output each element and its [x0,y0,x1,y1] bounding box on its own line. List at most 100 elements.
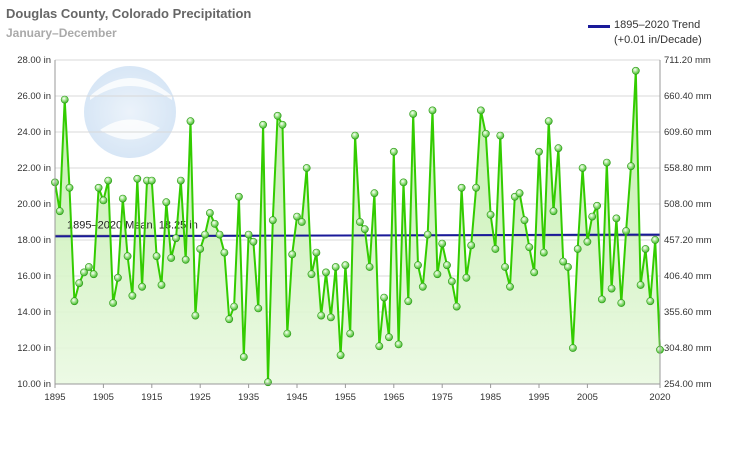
data-point[interactable] [336,351,345,360]
data-point[interactable] [447,277,456,286]
data-point[interactable] [409,110,418,118]
data-point[interactable] [220,248,229,257]
data-point[interactable] [322,268,330,277]
data-point[interactable] [622,227,630,235]
data-point[interactable] [486,210,495,219]
data-point[interactable] [506,282,514,291]
data-point[interactable] [312,248,321,257]
data-point[interactable] [438,239,447,248]
data-point[interactable] [75,279,84,288]
data-point[interactable] [394,340,403,349]
data-point[interactable] [346,329,355,338]
data-point[interactable] [133,174,142,183]
data-point[interactable] [60,95,69,104]
data-point[interactable] [225,315,234,324]
data-point[interactable] [554,144,563,153]
data-point[interactable] [452,302,461,311]
data-point[interactable] [612,214,621,223]
data-point[interactable] [515,189,524,198]
data-point[interactable] [443,261,451,270]
data-point[interactable] [244,230,253,239]
data-point[interactable] [283,329,292,338]
data-point[interactable] [341,261,350,270]
data-point[interactable] [520,216,529,225]
data-point[interactable] [472,183,480,192]
data-point[interactable] [181,255,190,264]
data-point[interactable] [428,106,437,115]
data-point[interactable] [317,311,326,320]
data-point[interactable] [418,282,427,291]
data-point[interactable] [152,252,161,261]
data-point[interactable] [355,218,364,226]
data-point[interactable] [569,344,577,352]
data-point[interactable] [351,131,359,140]
data-point[interactable] [544,117,553,126]
data-point[interactable] [399,178,408,187]
data-point[interactable] [457,183,466,192]
data-point[interactable] [462,273,471,282]
data-point[interactable] [118,194,127,203]
data-point[interactable] [167,254,176,262]
data-point[interactable] [578,164,587,172]
data-point[interactable] [85,263,93,271]
data-point[interactable] [617,299,626,307]
data-point[interactable] [385,333,393,342]
data-point[interactable] [278,120,287,129]
data-point[interactable] [70,297,79,306]
data-point[interactable] [559,257,568,266]
data-point[interactable] [602,158,611,167]
data-point[interactable] [641,245,650,253]
data-point[interactable] [627,162,635,171]
data-point[interactable] [89,270,98,279]
data-point[interactable] [307,270,316,279]
data-point[interactable] [496,131,505,140]
data-point[interactable] [476,106,485,115]
data-point[interactable] [331,263,340,271]
data-point[interactable] [230,302,238,311]
data-point[interactable] [380,293,388,302]
data-point[interactable] [302,164,311,172]
data-point[interactable] [501,263,509,271]
data-point[interactable] [138,282,146,291]
data-point[interactable] [525,243,534,252]
data-point[interactable] [375,342,384,351]
data-point[interactable] [147,176,156,185]
data-point[interactable] [404,297,413,306]
data-point[interactable] [549,207,558,216]
data-point[interactable] [370,189,379,198]
data-point[interactable] [535,147,543,156]
data-point[interactable] [598,295,606,304]
data-point[interactable] [481,129,490,138]
data-point[interactable] [583,237,592,246]
data-point[interactable] [491,245,500,253]
data-point[interactable] [293,212,301,221]
data-point[interactable] [239,353,248,361]
data-point[interactable] [433,270,442,279]
data-point[interactable] [288,250,297,259]
data-point[interactable] [176,176,185,185]
data-point[interactable] [254,304,263,313]
data-point[interactable] [365,263,374,271]
legend[interactable]: 1895–2020 Trend (+0.01 in/Decade) [588,18,702,48]
data-point[interactable] [172,234,180,243]
data-point[interactable] [564,263,572,271]
data-point[interactable] [593,201,601,210]
data-point[interactable] [631,66,640,75]
data-point[interactable] [65,183,74,192]
data-point[interactable] [215,230,224,239]
data-point[interactable] [414,261,422,270]
data-point[interactable] [249,237,258,246]
data-point[interactable] [128,291,137,300]
data-point[interactable] [55,207,64,216]
data-point[interactable] [94,183,103,192]
data-point[interactable] [651,236,660,244]
data-point[interactable] [573,245,582,253]
data-point[interactable] [423,230,432,239]
data-point[interactable] [80,268,88,277]
data-point[interactable] [264,378,272,387]
data-point[interactable] [234,192,243,201]
data-point[interactable] [157,281,166,289]
data-point[interactable] [268,216,277,225]
data-point[interactable] [467,241,476,250]
data-point[interactable] [297,218,306,226]
